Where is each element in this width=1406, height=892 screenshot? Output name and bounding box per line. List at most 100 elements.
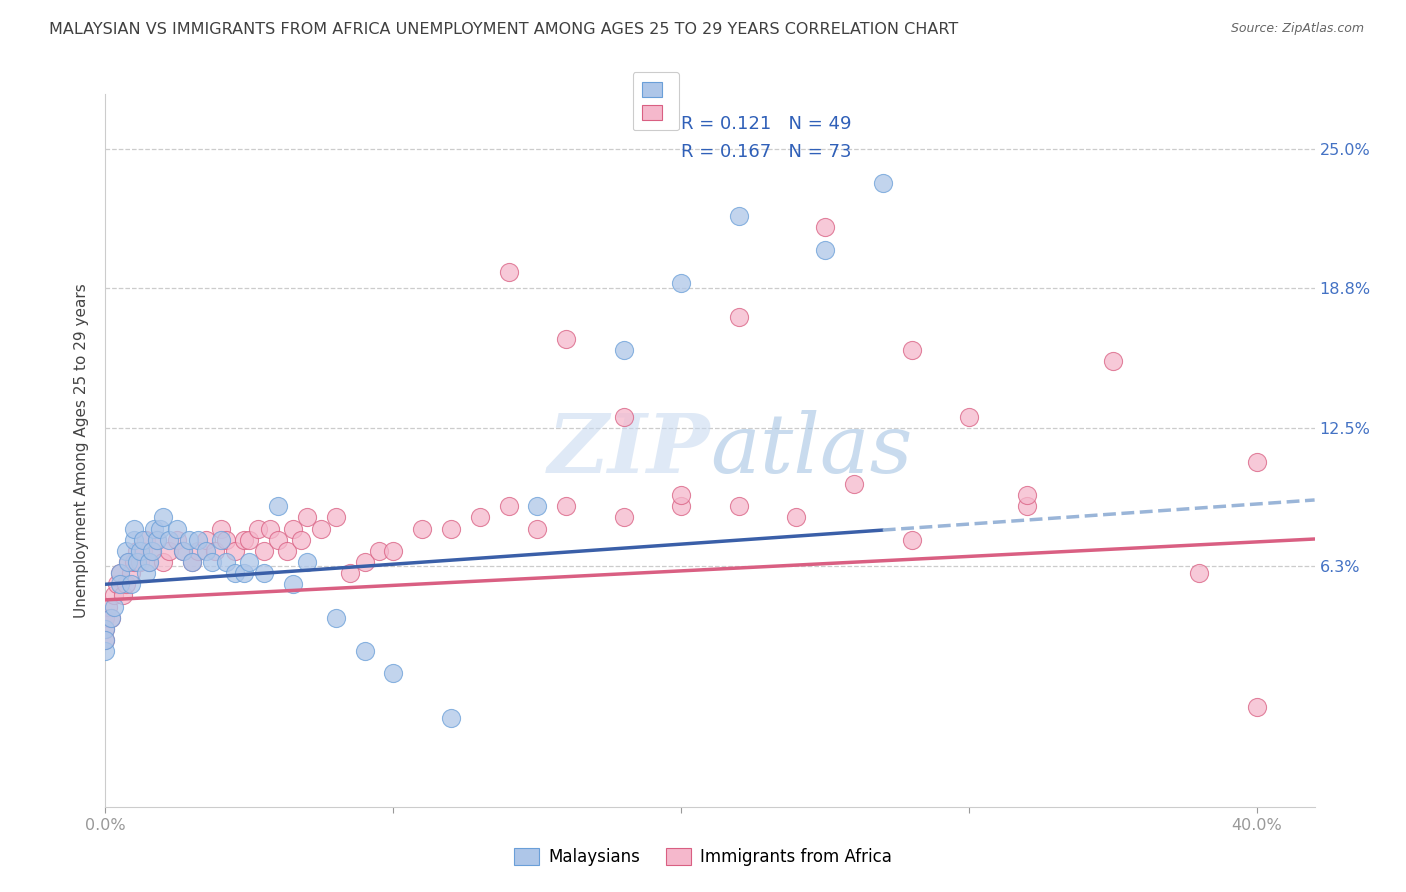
Point xyxy=(180,555,202,569)
Point xyxy=(127,555,149,569)
Point xyxy=(295,510,318,524)
Point xyxy=(108,566,131,581)
Text: MALAYSIAN VS IMMIGRANTS FROM AFRICA UNEMPLOYMENT AMONG AGES 25 TO 29 YEARS CORRE: MALAYSIAN VS IMMIGRANTS FROM AFRICA UNEM… xyxy=(49,22,959,37)
Text: ZIP: ZIP xyxy=(547,410,710,491)
Point xyxy=(613,410,636,425)
Point xyxy=(613,510,636,524)
Text: R = 0.121   N = 49: R = 0.121 N = 49 xyxy=(681,115,852,133)
Point xyxy=(353,555,375,569)
Point xyxy=(152,510,174,524)
Point xyxy=(141,543,163,558)
Point xyxy=(440,521,463,535)
Point xyxy=(141,543,163,558)
Point xyxy=(1246,455,1268,469)
Point xyxy=(114,543,136,558)
Point xyxy=(103,589,125,603)
Point xyxy=(120,566,142,581)
Point xyxy=(100,611,122,625)
Point xyxy=(526,521,548,535)
Point xyxy=(215,533,238,547)
Point xyxy=(555,500,578,514)
Point xyxy=(842,476,865,491)
Point xyxy=(900,533,922,547)
Point xyxy=(122,521,145,535)
Point xyxy=(94,633,117,648)
Point xyxy=(1102,354,1125,368)
Point xyxy=(339,566,361,581)
Point xyxy=(872,176,894,190)
Point xyxy=(94,611,117,625)
Point xyxy=(111,589,134,603)
Point xyxy=(247,521,270,535)
Point xyxy=(94,622,117,636)
Point xyxy=(187,543,209,558)
Y-axis label: Unemployment Among Ages 25 to 29 years: Unemployment Among Ages 25 to 29 years xyxy=(73,283,89,618)
Point xyxy=(201,555,224,569)
Point xyxy=(157,543,180,558)
Point xyxy=(177,533,200,547)
Point xyxy=(368,543,391,558)
Point xyxy=(613,343,636,358)
Point xyxy=(727,310,749,324)
Point xyxy=(132,543,155,558)
Point xyxy=(325,611,347,625)
Point xyxy=(1188,566,1211,581)
Text: Source: ZipAtlas.com: Source: ZipAtlas.com xyxy=(1230,22,1364,36)
Point xyxy=(129,543,152,558)
Point xyxy=(671,277,693,291)
Point xyxy=(146,533,169,547)
Point xyxy=(267,500,290,514)
Legend: , : , xyxy=(633,72,679,130)
Point xyxy=(117,555,139,569)
Point xyxy=(671,488,693,502)
Text: R = 0.167   N = 73: R = 0.167 N = 73 xyxy=(681,144,852,161)
Point xyxy=(129,555,152,569)
Point xyxy=(172,543,194,558)
Point xyxy=(555,332,578,346)
Point xyxy=(382,543,405,558)
Point xyxy=(238,555,260,569)
Point xyxy=(135,566,157,581)
Point xyxy=(157,533,180,547)
Point xyxy=(382,666,405,681)
Point xyxy=(209,533,232,547)
Point xyxy=(204,543,226,558)
Point xyxy=(957,410,980,425)
Point xyxy=(468,510,491,524)
Point xyxy=(281,577,304,591)
Point xyxy=(526,500,548,514)
Point xyxy=(814,243,837,257)
Point xyxy=(267,533,290,547)
Point xyxy=(325,510,347,524)
Point xyxy=(1246,699,1268,714)
Point xyxy=(1015,500,1038,514)
Point xyxy=(180,555,202,569)
Point xyxy=(132,533,155,547)
Point xyxy=(94,644,117,658)
Text: atlas: atlas xyxy=(710,410,912,491)
Point xyxy=(94,633,117,648)
Point xyxy=(135,533,157,547)
Point xyxy=(671,500,693,514)
Legend: Malaysians, Immigrants from Africa: Malaysians, Immigrants from Africa xyxy=(508,841,898,873)
Point xyxy=(440,711,463,725)
Point xyxy=(281,521,304,535)
Point xyxy=(727,209,749,223)
Point xyxy=(149,521,172,535)
Point xyxy=(814,220,837,235)
Point xyxy=(122,533,145,547)
Point xyxy=(353,644,375,658)
Point xyxy=(209,521,232,535)
Point xyxy=(166,521,188,535)
Point xyxy=(122,555,145,569)
Point xyxy=(138,555,160,569)
Point xyxy=(238,533,260,547)
Point xyxy=(195,543,218,558)
Point xyxy=(97,599,120,614)
Point xyxy=(253,543,276,558)
Point xyxy=(166,533,188,547)
Point xyxy=(253,566,276,581)
Point xyxy=(120,577,142,591)
Point xyxy=(114,577,136,591)
Point xyxy=(172,543,194,558)
